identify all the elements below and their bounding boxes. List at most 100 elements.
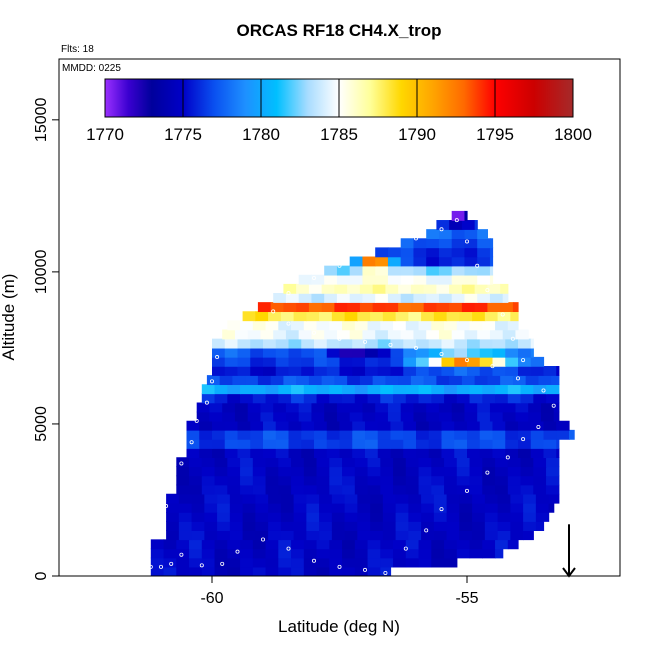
heatmap-cell [344,493,358,504]
heatmap-cell [357,493,371,504]
heatmap-cell [495,393,509,404]
heatmap-cell [263,356,277,367]
heatmap-cell [316,539,330,550]
heatmap-cell [492,366,506,376]
heatmap-cell [518,366,532,376]
flight-point [551,403,556,408]
heatmap-cell [507,320,519,331]
heatmap-cell [472,502,486,513]
heatmap-cell [234,402,249,413]
heatmap-cell [329,384,343,395]
heatmap-cell [354,384,369,395]
heatmap-cell [367,484,381,495]
heatmap-cell [380,557,394,568]
heatmap-cell [477,247,491,258]
heatmap-cell [438,402,453,413]
heatmap-cell [234,411,249,422]
heatmap-cell [201,466,216,477]
heatmap-cell [520,484,534,495]
heatmap-cell [250,439,264,449]
heatmap-cell [423,375,437,386]
heatmap-cell [365,338,379,349]
heatmap-cell [298,411,313,422]
flight-point [516,376,521,381]
heatmap-cell [255,530,269,541]
heatmap-cell [377,338,392,349]
heatmap-cell [390,429,404,440]
heatmap-cell [492,429,506,440]
y-tick-label: 10000 [33,250,50,295]
heatmap-cell [166,493,180,504]
heatmap-cell [546,475,560,486]
heatmap-cell [324,265,338,276]
heatmap-cell [489,256,494,267]
heatmap-cell [418,548,432,559]
heatmap-cell [556,420,570,431]
heatmap-cell [382,502,397,513]
flight-point [311,558,316,563]
heatmap-cell [268,521,282,531]
heatmap-cell [352,448,366,458]
heatmap-cell [451,229,466,240]
heatmap-cell [426,247,440,258]
heatmap-cell [201,539,216,550]
heatmap-cell [349,402,364,413]
heatmap-cell [357,511,371,522]
heatmap-cell [265,557,279,568]
heatmap-cell [342,548,356,559]
flight-point [505,455,510,460]
heatmap-cell [459,311,473,322]
heatmap-cell [495,466,509,477]
heatmap-cell [275,356,290,367]
heatmap-cell [408,311,422,322]
heatmap-cell [367,475,381,486]
heatmap-cell [285,411,300,422]
heatmap-cell [484,311,499,322]
heatmap-cell [237,429,251,440]
heatmap-cell [232,375,246,386]
heatmap-cell [275,347,290,358]
heatmap-cell [405,548,420,559]
heatmap-cell [385,283,399,294]
heatmap-cell [500,302,514,313]
heatmap-cell [303,320,318,331]
heatmap-cell [342,393,356,404]
heatmap-cell [418,484,432,495]
heatmap-cell [301,439,315,449]
heatmap-cell [314,448,328,458]
heatmap-cell [329,393,343,404]
heatmap-cell [454,338,468,349]
heatmap-cell [410,283,425,294]
flight-point [260,537,265,542]
heatmap-cell [349,256,364,267]
heatmap-cell [428,429,443,440]
heatmap-cell [444,548,458,559]
heatmap-cell [263,448,277,458]
heatmap-cell [237,356,251,367]
heatmap-cell [331,502,346,513]
heatmap-cell [441,439,455,449]
heatmap-cell [217,511,231,522]
heatmap-cell [316,384,330,395]
heatmap-cell [176,475,190,486]
flight-point [148,564,153,569]
heatmap-cell [482,393,496,404]
heatmap-cell [441,356,455,367]
heatmap-cell [405,475,420,486]
heatmap-cell [449,220,463,230]
heatmap-cell [314,439,328,449]
heatmap-cell [339,356,353,367]
heatmap-cell [377,439,392,449]
heatmap-cell [382,311,397,322]
heatmap-cell [163,548,177,559]
heatmap-cell [265,539,279,550]
heatmap-cell [166,511,180,522]
heatmap-cell [546,457,560,468]
heatmap-cell [306,311,320,322]
heatmap-cell [380,320,394,331]
heatmap-cell [403,439,417,449]
heatmap-cell [365,347,379,358]
heatmap-cell [354,466,369,477]
heatmap-cell [359,302,374,313]
heatmap-cell [227,548,241,559]
